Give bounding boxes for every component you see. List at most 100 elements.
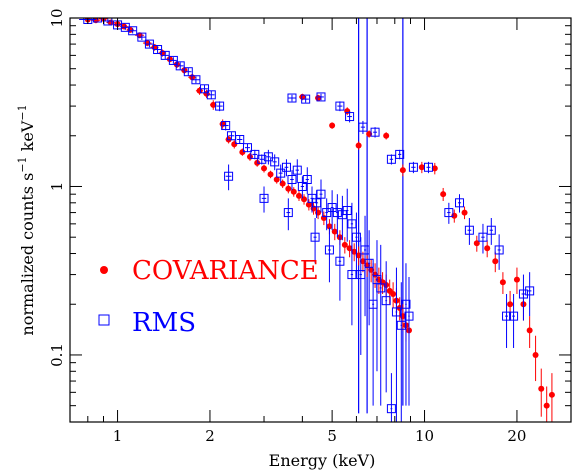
y-axis-title-mid: keV (18, 120, 37, 156)
covariance-point (526, 327, 533, 334)
rms-point (423, 162, 433, 172)
rms-point (332, 208, 342, 218)
covariance-point (440, 191, 447, 198)
covariance-point (351, 248, 358, 255)
legend: COVARIANCE RMS (98, 256, 319, 338)
y-tick-label: 10 (48, 8, 66, 27)
y-axis-title: normalized counts s−1 keV−1 (16, 104, 37, 335)
rms-point (464, 225, 474, 235)
plot-frame (69, 17, 572, 423)
rms-point (153, 45, 163, 55)
rms-point (342, 206, 352, 216)
rms-point (257, 154, 267, 164)
covariance-point (383, 132, 390, 139)
rms-point (391, 307, 401, 317)
covariance-point (355, 252, 362, 259)
y-axis-title-main: normalized counts s (18, 173, 37, 336)
rms-point (168, 55, 178, 65)
y-tick-label: 0.1 (48, 343, 66, 367)
x-tick-label: 20 (507, 427, 526, 445)
covariance-point (499, 279, 506, 286)
rms-point (301, 94, 311, 104)
covariance-point (513, 276, 520, 283)
rms-point (324, 245, 334, 255)
rms-point (287, 175, 297, 185)
rms-point (322, 208, 332, 218)
y-tick-label: 1 (48, 182, 66, 192)
covariance-point (473, 240, 480, 247)
covariance-point (315, 95, 322, 102)
rms-point (160, 50, 170, 60)
covariance-point (484, 245, 491, 252)
covariance-point (290, 188, 297, 195)
covariance-point (346, 245, 353, 252)
rms-point (283, 208, 293, 218)
legend-label-rms: RMS (132, 308, 196, 338)
rms-point (120, 22, 130, 32)
y-axis-title-exp2: −1 (16, 104, 29, 120)
covariance-point (285, 185, 292, 192)
rms-point (381, 296, 391, 306)
covariance-point (399, 167, 406, 174)
covariance-point (231, 141, 238, 148)
covariance-point (210, 101, 217, 108)
rms-point (408, 162, 418, 172)
legend-marker-rms (98, 314, 110, 326)
covariance-point (538, 385, 545, 392)
x-axis-title: Energy (keV) (269, 451, 376, 470)
rms-point (263, 152, 273, 162)
series-layer (79, 18, 555, 422)
covariance-point (418, 164, 425, 171)
rms-point (455, 198, 465, 208)
rms-point (137, 32, 147, 42)
legend-label-covariance: COVARIANCE (132, 256, 319, 286)
rms-point (347, 270, 357, 280)
y-axis-title-exp1: −1 (16, 156, 29, 172)
rms-point (386, 404, 396, 414)
rms-point (175, 61, 185, 71)
rms-point (335, 101, 345, 111)
covariance-point (329, 122, 336, 129)
rms-point (345, 112, 355, 122)
covariance-point (451, 212, 458, 219)
rms-point (396, 320, 406, 330)
rms-point (183, 67, 193, 77)
rms-point (276, 168, 286, 178)
rms-point (302, 175, 312, 185)
rms-point (502, 311, 512, 321)
rms-point (327, 203, 337, 213)
covariance-point (532, 351, 539, 358)
rms-point (386, 154, 396, 164)
covariance-point (543, 402, 550, 409)
covariance-point (390, 291, 397, 298)
rms-point (358, 122, 368, 132)
covariance-point (431, 165, 438, 172)
covariance-point (359, 258, 366, 265)
rms-point (92, 18, 102, 23)
covariance-point (295, 192, 302, 199)
rms-point (316, 189, 326, 199)
rms-point (316, 92, 326, 102)
rms-point (494, 245, 504, 255)
covariance-point (461, 209, 468, 216)
covariance-point (254, 159, 261, 166)
x-tick-label: 5 (327, 427, 337, 445)
x-tick-label: 10 (415, 427, 434, 445)
rms-point (525, 286, 535, 296)
rms-point (242, 143, 252, 153)
rms-point (215, 101, 225, 111)
rms-point (444, 208, 454, 218)
rms-point (281, 162, 291, 172)
rms-point (486, 225, 496, 235)
rms-point (401, 299, 411, 309)
rms-point (270, 157, 280, 167)
rms-point (404, 311, 414, 321)
rms-point (310, 232, 320, 242)
ticks-layer: 1 2 5 10 20 0.1 1 10 (48, 8, 572, 445)
rms-point (292, 165, 302, 175)
rms-point (235, 135, 245, 145)
legend-marker-covariance (100, 266, 108, 274)
covariance-point (315, 209, 322, 216)
rms-point (478, 232, 488, 242)
rms-point (221, 121, 231, 131)
